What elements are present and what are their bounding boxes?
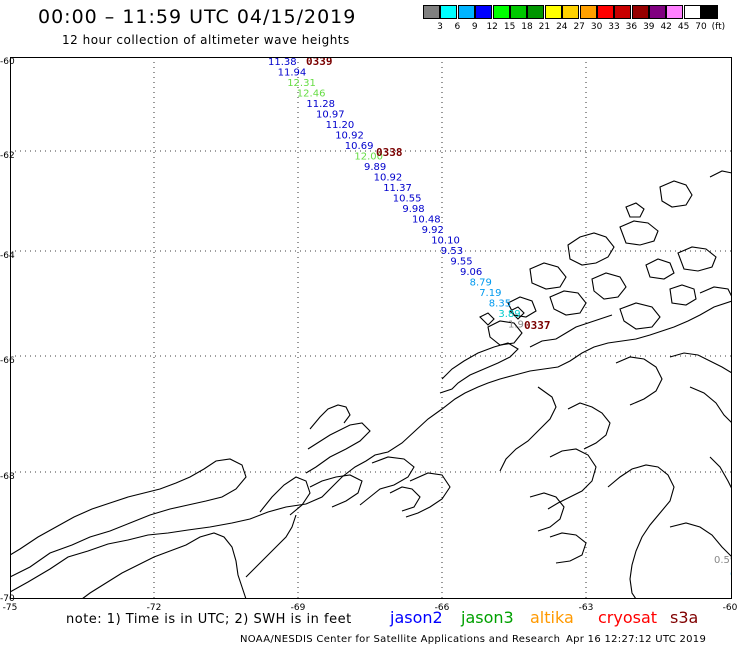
map-subtitle: 12 hour collection of altimeter wave hei… — [62, 33, 350, 47]
map-canvas: 11.3811.9412.3112.4611.2810.9711.2010.92… — [10, 57, 732, 599]
colorbar-tick-label: 9 — [471, 22, 478, 32]
colorbar-tick-label: 6 — [454, 22, 461, 32]
wave-height-label: 11.38 — [268, 57, 297, 68]
wave-height-label: 10.92 — [374, 173, 403, 184]
longitude-label: -63 — [578, 603, 594, 613]
wave-height-label: 9.06 — [460, 267, 482, 278]
time-label: 0339 — [306, 57, 333, 68]
timestamp: Apr 16 12:27:12 UTC 2019 — [566, 634, 707, 645]
coastline — [10, 170, 732, 599]
colorbar-tick-label: 45 — [677, 22, 690, 32]
wave-height-label: 11.20 — [326, 120, 355, 131]
colorbar-tick-label: 27 — [573, 22, 585, 32]
wave-height-label: 11.94 — [278, 68, 307, 79]
wave-height-label: 9.98 — [402, 204, 424, 215]
graticule-grid — [10, 57, 732, 599]
map-frame — [10, 57, 732, 599]
wave-height-label: 1.9 — [508, 320, 524, 331]
latitude-label: -64 — [0, 251, 15, 261]
colorbar-swatch — [475, 5, 493, 19]
colorbar-swatch — [614, 5, 632, 19]
colorbar-tick-label: 33 — [608, 22, 620, 32]
colorbar-swatch — [423, 5, 440, 19]
colorbar-swatch — [701, 5, 719, 19]
longitude-label: -66 — [434, 603, 450, 613]
colorbar-swatch — [492, 5, 510, 19]
satellite-legend-jason3: jason3 — [461, 608, 514, 627]
satellite-legend-s3a: s3a — [670, 608, 699, 627]
colorbar-tick-label: 12 — [486, 22, 498, 32]
wave-height-label: 10.97 — [316, 110, 345, 121]
wave-height-label: 11.28 — [306, 99, 335, 110]
wave-height-label: 10.69 — [345, 141, 374, 152]
colorbar-tick-label: 3 — [437, 22, 443, 32]
wave-height-label: 9.53 — [441, 246, 463, 257]
wave-height-label: 9.89 — [364, 162, 386, 173]
colorbar-swatch — [579, 5, 597, 19]
colorbar-swatch — [683, 5, 701, 19]
colorbar-swatch — [544, 5, 562, 19]
wave-height-label: 9.55 — [450, 257, 472, 268]
wave-height-label: 7.19 — [479, 288, 501, 299]
credit-line: NOAA/NESDIS Center for Satellite Applica… — [240, 634, 561, 645]
colorbar-swatch — [440, 5, 458, 19]
map-title: 00:00 – 11:59 UTC 04/15/2019 — [38, 6, 357, 28]
colorbar-tick-label: 21 — [538, 22, 551, 32]
wave-height-label: 10.92 — [335, 131, 364, 142]
wave-height-label: 3.89 — [498, 309, 520, 320]
wave-height-label: 8.79 — [470, 278, 492, 289]
colorbar-tick-label: 30 — [590, 22, 603, 32]
colorbar-tick-label: 39 — [643, 22, 655, 32]
satellite-legend-jason2: jason2 — [390, 608, 443, 627]
edge-wave-height-label: 0.59 — [714, 555, 732, 566]
colorbar-tick-label: 24 — [556, 22, 568, 32]
colorbar-labels: 3 6 9 12 15 18 21 24 27 30 33 36 39 42 45 70 (ft) — [423, 22, 740, 34]
colorbar-legend — [423, 5, 719, 19]
colorbar-tick-label: 15 — [503, 22, 516, 32]
colorbar-swatch — [509, 5, 527, 19]
colorbar-tick-label: 70 — [695, 22, 707, 32]
longitude-label: -69 — [290, 603, 306, 613]
satellite-legend-cryosat: cryosat — [598, 608, 658, 627]
footer-note: note: 1) Time is in UTC; 2) SWH is in fe… — [66, 612, 352, 627]
time-label: 0338 — [376, 146, 403, 159]
wave-height-label: 8.35 — [489, 299, 511, 310]
wave-height-label: 10.48 — [412, 215, 441, 226]
wave-height-label: 12.31 — [287, 78, 316, 89]
latitude-label: -66 — [0, 356, 15, 366]
latitude-label: -70 — [0, 594, 15, 604]
latitude-label: -68 — [0, 472, 15, 482]
colorbar-swatch — [649, 5, 667, 19]
map-area[interactable]: 11.38 11.94 12.31 12.46 11.28 10.97 11.20 10.92… — [10, 57, 732, 599]
colorbar-swatch — [666, 5, 684, 19]
colorbar-swatch — [596, 5, 614, 19]
colorbar-swatch — [457, 5, 475, 19]
colorbar-swatch — [527, 5, 545, 19]
satellite-legend-altika: altika — [530, 608, 574, 627]
latitude-label: -60 — [0, 57, 15, 67]
longitude-label: -72 — [146, 603, 162, 613]
wave-height-label: 12.46 — [297, 89, 326, 100]
altimeter-track: 11.3811.9412.3112.4611.2810.9711.2010.92… — [268, 57, 524, 331]
wave-height-label: 9.92 — [422, 225, 444, 236]
colorbar-tick-label: 18 — [521, 22, 533, 32]
wave-height-label: 10.10 — [431, 236, 460, 247]
time-label: 0337 — [524, 319, 551, 332]
colorbar-tick-label: 36 — [625, 22, 638, 32]
colorbar-tick-label: (ft) — [711, 22, 726, 32]
longitude-label: -75 — [2, 603, 18, 613]
colorbar-swatch — [562, 5, 580, 19]
wave-height-label: 11.37 — [383, 183, 412, 194]
latitude-label: -62 — [0, 151, 15, 161]
colorbar-swatch — [631, 5, 649, 19]
wave-height-label: 10.55 — [393, 194, 422, 205]
longitude-label: -60 — [722, 603, 738, 613]
colorbar-tick-label: 42 — [660, 22, 672, 32]
time-labels: 0339 0338 0337 — [306, 57, 551, 332]
wave-height-label: 12.00 — [354, 152, 383, 163]
